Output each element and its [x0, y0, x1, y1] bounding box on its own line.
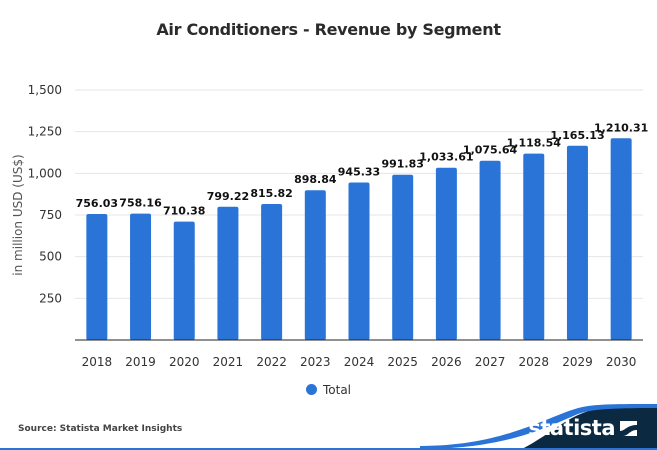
- y-axis-ticks: 250 500 750 1,000 1,250 1,500: [28, 83, 62, 305]
- footer-bottom-line: [0, 448, 657, 450]
- data-label-2020: 710.38: [163, 205, 205, 218]
- bar-2023[interactable]: [304, 190, 326, 340]
- bar-2019[interactable]: [130, 213, 152, 340]
- x-tick-label: 2026: [431, 355, 462, 369]
- x-tick-label: 2030: [606, 355, 637, 369]
- data-label-2026: 1,033.61: [419, 151, 473, 164]
- x-tick-label: 2027: [475, 355, 506, 369]
- y-axis-label: in million USD (US$): [11, 154, 25, 275]
- data-label-2028: 1,118.54: [507, 137, 562, 150]
- bar-2028[interactable]: [523, 153, 545, 340]
- data-label-2018: 756.03: [76, 197, 118, 210]
- x-tick-label: 2028: [518, 355, 549, 369]
- y-tick-label: 250: [39, 291, 62, 305]
- bar-2026[interactable]: [435, 167, 457, 340]
- statista-logo-icon: [620, 420, 637, 436]
- data-label-2024: 945.33: [338, 165, 380, 178]
- y-tick-label: 750: [39, 208, 62, 222]
- bar-2030[interactable]: [610, 138, 632, 340]
- data-label-2022: 815.82: [250, 187, 292, 200]
- bar-2021[interactable]: [217, 206, 239, 340]
- x-tick-label: 2029: [562, 355, 593, 369]
- y-tick-label: 1,250: [28, 125, 62, 139]
- bar-2022[interactable]: [261, 204, 283, 340]
- x-tick-label: 2020: [169, 355, 200, 369]
- data-label-2029: 1,165.13: [550, 129, 604, 142]
- data-label-2027: 1,075.64: [463, 144, 518, 157]
- chart-title: Air Conditioners - Revenue by Segment: [156, 20, 501, 39]
- bars: [86, 138, 632, 340]
- data-label-2025: 991.83: [381, 158, 423, 171]
- data-label-2023: 898.84: [294, 173, 337, 186]
- bar-2018[interactable]: [86, 213, 108, 340]
- x-axis-ticks: 2018 2019 2020 2021 2022 2023 2024 2025 2026 2027…: [82, 355, 637, 369]
- bar-2025[interactable]: [392, 174, 414, 340]
- statista-logo: statista: [528, 416, 637, 440]
- footer-accent-swoosh: [420, 404, 657, 449]
- x-tick-label: 2025: [387, 355, 418, 369]
- footer-dark-band: [520, 406, 657, 450]
- y-tick-label: 1,000: [28, 166, 62, 180]
- data-label-2030: 1,210.31: [594, 121, 648, 134]
- bar-2020[interactable]: [173, 221, 195, 340]
- y-tick-label: 500: [39, 250, 62, 264]
- x-tick-label: 2022: [256, 355, 287, 369]
- statista-logo-text: statista: [528, 416, 615, 440]
- x-tick-label: 2024: [344, 355, 375, 369]
- x-tick-label: 2018: [82, 355, 113, 369]
- x-tick-label: 2019: [125, 355, 156, 369]
- bar-2024[interactable]: [348, 182, 370, 340]
- y-tick-label: 1,500: [28, 83, 62, 97]
- source-note: Source: Statista Market Insights: [18, 424, 183, 434]
- x-tick-label: 2023: [300, 355, 331, 369]
- legend-label-total: Total: [322, 383, 352, 397]
- bar-2027[interactable]: [479, 160, 501, 340]
- bar-2029[interactable]: [566, 145, 588, 340]
- data-label-2021: 799.22: [207, 190, 249, 203]
- data-label-2019: 758.16: [119, 197, 162, 210]
- legend-marker-total: [305, 384, 317, 395]
- x-tick-label: 2021: [213, 355, 244, 369]
- legend: Total: [0, 383, 657, 397]
